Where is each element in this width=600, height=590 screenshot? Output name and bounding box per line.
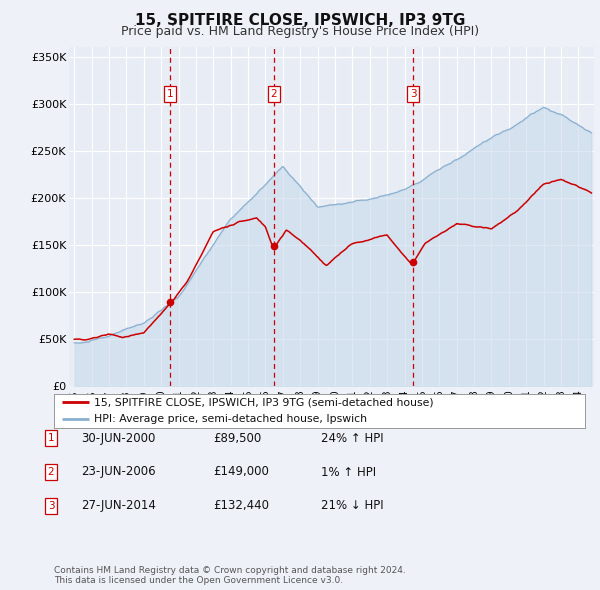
Text: 15, SPITFIRE CLOSE, IPSWICH, IP3 9TG: 15, SPITFIRE CLOSE, IPSWICH, IP3 9TG bbox=[135, 13, 465, 28]
Text: £89,500: £89,500 bbox=[213, 432, 261, 445]
Text: 3: 3 bbox=[410, 89, 416, 99]
Text: £149,000: £149,000 bbox=[213, 466, 269, 478]
Text: £132,440: £132,440 bbox=[213, 499, 269, 512]
Text: 21% ↓ HPI: 21% ↓ HPI bbox=[321, 499, 383, 512]
Text: 1: 1 bbox=[47, 434, 55, 443]
Text: HPI: Average price, semi-detached house, Ipswich: HPI: Average price, semi-detached house,… bbox=[94, 414, 367, 424]
Text: 15, SPITFIRE CLOSE, IPSWICH, IP3 9TG (semi-detached house): 15, SPITFIRE CLOSE, IPSWICH, IP3 9TG (se… bbox=[94, 397, 433, 407]
Text: Price paid vs. HM Land Registry's House Price Index (HPI): Price paid vs. HM Land Registry's House … bbox=[121, 25, 479, 38]
Text: 23-JUN-2006: 23-JUN-2006 bbox=[81, 466, 155, 478]
Text: 30-JUN-2000: 30-JUN-2000 bbox=[81, 432, 155, 445]
Text: 3: 3 bbox=[47, 501, 55, 510]
Text: 1: 1 bbox=[166, 89, 173, 99]
Text: 27-JUN-2014: 27-JUN-2014 bbox=[81, 499, 156, 512]
Text: Contains HM Land Registry data © Crown copyright and database right 2024.
This d: Contains HM Land Registry data © Crown c… bbox=[54, 566, 406, 585]
Text: 2: 2 bbox=[47, 467, 55, 477]
Text: 2: 2 bbox=[271, 89, 277, 99]
Text: 24% ↑ HPI: 24% ↑ HPI bbox=[321, 432, 383, 445]
Text: 1% ↑ HPI: 1% ↑ HPI bbox=[321, 466, 376, 478]
